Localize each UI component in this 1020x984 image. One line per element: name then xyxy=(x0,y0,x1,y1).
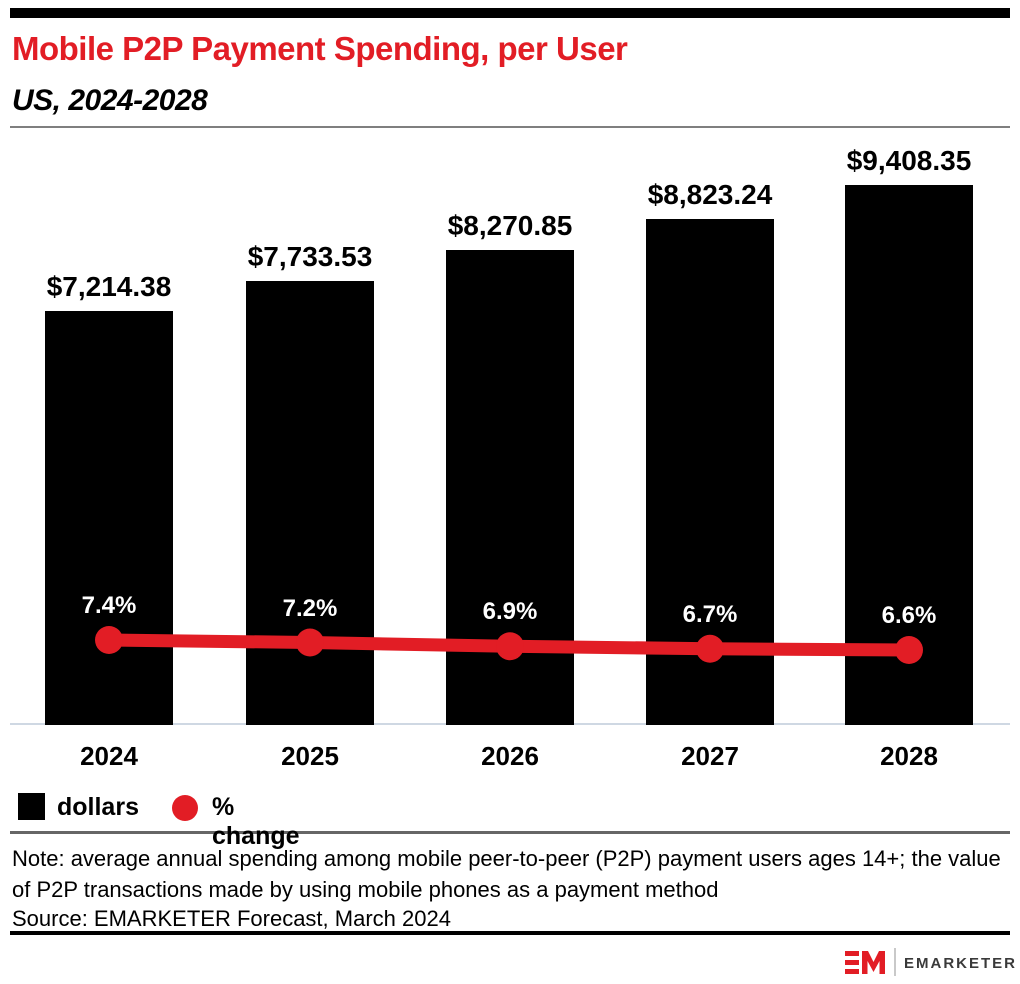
bar-value-label-2025: $7,733.53 xyxy=(247,241,373,272)
bar-2026 xyxy=(446,250,574,725)
legend-pct-change-label: % change xyxy=(212,793,300,850)
x-axis-label-2025: 2025 xyxy=(281,741,339,771)
bar-2028 xyxy=(845,185,973,725)
footer-brand-text: EMARKETER xyxy=(904,955,1018,972)
bar-value-label-2027: $8,823.24 xyxy=(647,179,773,210)
legend-dollars-swatch-icon xyxy=(18,793,45,820)
source-text: Source: EMARKETER Forecast, March 2024 xyxy=(12,906,451,931)
top-accent-bar xyxy=(10,8,1010,18)
page-title: Mobile P2P Payment Spending, per User xyxy=(12,30,628,67)
emarketer-logo-icon xyxy=(845,951,885,974)
header-divider xyxy=(10,126,1010,128)
pct-change-label-2027: 6.7% xyxy=(682,600,738,628)
x-axis-label-2028: 2028 xyxy=(880,741,938,771)
x-axis-label-2024: 2024 xyxy=(80,741,138,771)
x-axis-label-2027: 2027 xyxy=(681,741,739,771)
legend-pct-change-swatch-icon xyxy=(172,795,198,821)
pct-change-label-2024: 7.4% xyxy=(81,592,137,619)
page-subtitle: US, 2024-2028 xyxy=(12,84,208,117)
bar-2024 xyxy=(45,311,173,725)
bar-value-label-2026: $8,270.85 xyxy=(447,210,573,241)
x-axis-label-2026: 2026 xyxy=(481,741,539,771)
bar-value-label-2028: $9,408.35 xyxy=(846,145,972,176)
pct-change-label-2026: 6.9% xyxy=(482,598,538,626)
footer-logo-divider xyxy=(894,948,896,976)
note-text: Note: average annual spending among mobi… xyxy=(12,846,1001,902)
bar-2027 xyxy=(646,219,774,725)
bottom-divider xyxy=(10,931,1010,935)
pct-change-label-2028: 6.6% xyxy=(881,602,937,629)
bar-2025 xyxy=(246,281,374,725)
bar-value-label-2024: $7,214.38 xyxy=(46,271,172,302)
pct-change-label-2025: 7.2% xyxy=(282,594,338,622)
footnote-divider xyxy=(10,831,1010,834)
legend-dollars-label: dollars xyxy=(57,793,139,821)
